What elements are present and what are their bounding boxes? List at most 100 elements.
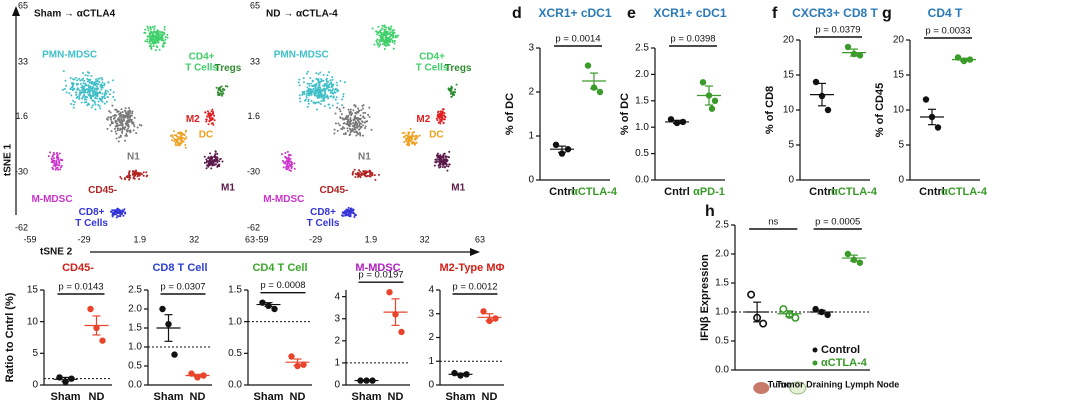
- cluster-texture: [134, 169, 137, 172]
- cluster-texture: [65, 91, 68, 94]
- cluster-texture: [208, 112, 211, 115]
- cluster-texture: [206, 164, 209, 167]
- cluster-texture: [210, 155, 213, 158]
- cluster-texture: [96, 97, 99, 100]
- cluster-texture: [216, 161, 219, 164]
- cluster-texture: [323, 84, 326, 87]
- cluster-texture: [163, 32, 166, 35]
- cluster-texture: [298, 84, 301, 87]
- cluster-texture: [124, 126, 127, 129]
- cluster-texture: [373, 174, 376, 177]
- cluster-texture: [171, 135, 174, 138]
- cluster-label: N1: [127, 152, 140, 163]
- cluster-texture: [128, 177, 131, 180]
- cluster-texture: [311, 90, 314, 93]
- cluster-texture: [385, 26, 388, 29]
- cluster-texture: [56, 154, 59, 157]
- y-tick-label: 0.5: [635, 148, 649, 159]
- cluster-texture: [110, 116, 113, 119]
- cluster-texture: [81, 85, 84, 88]
- y-tick-label: 0.0: [715, 365, 729, 376]
- cluster-label: Tregs: [445, 63, 472, 74]
- cluster-texture: [380, 32, 383, 35]
- cluster-texture: [447, 165, 450, 168]
- cluster-texture: [366, 120, 369, 123]
- cluster-texture: [217, 88, 220, 91]
- cluster-texture: [324, 93, 327, 96]
- cluster-texture: [375, 39, 378, 42]
- cluster-texture: [356, 110, 359, 113]
- cluster-texture: [363, 173, 366, 176]
- cluster-texture: [455, 83, 458, 86]
- cluster-texture: [111, 104, 114, 107]
- cluster-texture: [436, 113, 439, 116]
- cluster-texture: [374, 178, 377, 181]
- cluster-texture: [143, 31, 146, 34]
- panel-title: CD45-: [62, 262, 94, 274]
- cluster-texture: [355, 124, 358, 127]
- y-tick-label: 0.0: [635, 175, 649, 186]
- cluster-texture: [409, 140, 412, 143]
- cluster-texture: [218, 94, 221, 97]
- cluster-texture: [349, 111, 352, 114]
- cluster-texture: [450, 95, 453, 98]
- significance-label: p = 0.0033: [925, 26, 970, 37]
- cluster-texture: [339, 110, 342, 113]
- cluster-texture: [159, 36, 162, 39]
- data-point: [159, 305, 166, 313]
- x-category-label: Sham: [254, 391, 284, 403]
- cluster-texture: [320, 78, 323, 81]
- cluster-texture: [78, 89, 81, 92]
- cluster-texture: [443, 112, 446, 115]
- cluster-texture: [356, 126, 359, 129]
- cluster-texture: [211, 113, 214, 116]
- cluster-texture: [130, 114, 133, 117]
- cluster-texture: [216, 152, 219, 155]
- cluster-texture: [349, 117, 352, 120]
- cluster-texture: [445, 155, 448, 158]
- cluster-texture: [411, 131, 414, 134]
- cluster-texture: [287, 158, 290, 161]
- cluster-texture: [310, 88, 313, 91]
- cluster-texture: [178, 142, 181, 145]
- cluster-texture: [309, 77, 312, 80]
- cluster-label: M2: [416, 114, 430, 125]
- cluster-texture: [306, 105, 309, 108]
- y-tick-label: 1: [428, 356, 434, 367]
- cluster-texture: [392, 36, 395, 39]
- cluster-texture: [284, 152, 287, 155]
- cluster-texture: [370, 128, 373, 131]
- cluster-texture: [115, 209, 118, 212]
- cluster-texture: [304, 99, 307, 102]
- cluster-texture: [441, 161, 444, 164]
- cluster-texture: [321, 88, 324, 91]
- cluster-texture: [90, 82, 93, 85]
- cluster-texture: [153, 25, 156, 28]
- y-tick-label: 3: [428, 308, 434, 319]
- data-point: [708, 105, 716, 112]
- cluster-texture: [144, 40, 147, 43]
- cluster-texture: [368, 106, 371, 109]
- cluster-texture: [214, 150, 217, 153]
- cluster-texture: [148, 32, 151, 35]
- panel-letter: g: [882, 5, 892, 22]
- cluster-texture: [60, 166, 63, 169]
- cluster-texture: [302, 77, 305, 80]
- x-tick-label: 1.9: [365, 234, 378, 244]
- cluster-texture: [445, 160, 448, 163]
- cluster-texture: [373, 43, 376, 46]
- cluster-texture: [85, 101, 88, 104]
- axis-label: % of DC: [504, 93, 516, 135]
- cluster-texture: [387, 38, 390, 41]
- cluster-texture: [116, 129, 119, 132]
- cluster-texture: [340, 113, 343, 116]
- cluster-texture: [437, 121, 440, 124]
- cluster-texture: [317, 86, 320, 89]
- cluster-texture: [305, 72, 308, 75]
- cluster-texture: [293, 167, 296, 170]
- cluster-texture: [334, 87, 337, 90]
- cluster-texture: [119, 176, 122, 179]
- y-tick-label: 0: [428, 380, 434, 391]
- cluster-texture: [410, 137, 413, 140]
- cluster-texture: [108, 110, 111, 113]
